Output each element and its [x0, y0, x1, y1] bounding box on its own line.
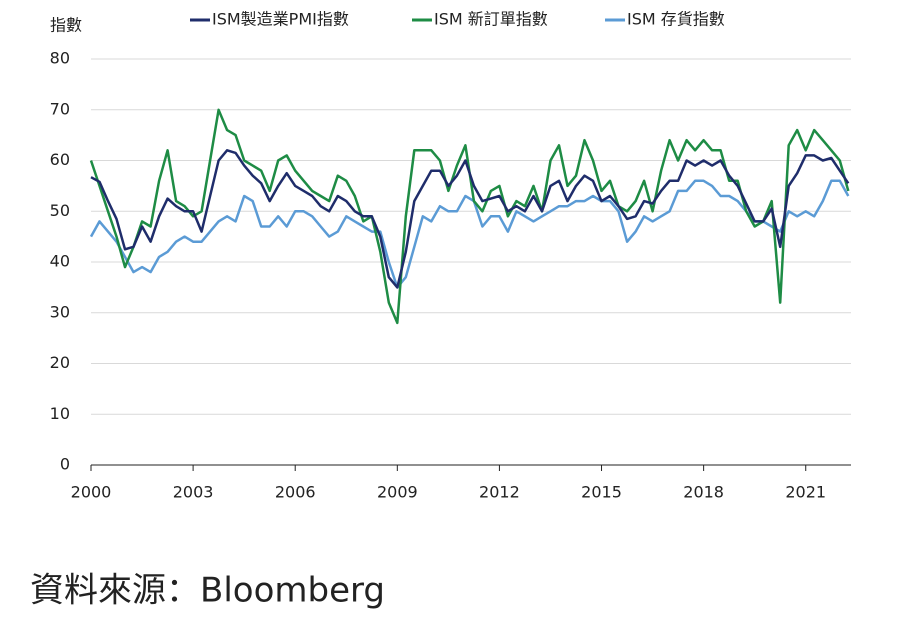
x-tick-label: 2009 — [377, 483, 418, 502]
y-tick-label: 70 — [50, 99, 70, 118]
y-axis-label: 指數 — [50, 16, 82, 35]
source: 資料來源：Bloomberg — [30, 571, 385, 611]
x-tick-label: 2012 — [479, 483, 520, 502]
y-tick-label: 10 — [50, 404, 70, 423]
legend-label: ISM 新訂單指數 — [434, 10, 548, 29]
legend-label: ISM製造業PMI指數 — [212, 10, 349, 29]
y-tick-label: 40 — [50, 252, 70, 271]
series-line — [89, 179, 850, 289]
y-tick-label: 60 — [50, 150, 70, 169]
y-tick-label: 0 — [60, 455, 70, 474]
x-tick-label: 2021 — [785, 483, 826, 502]
x-tick-label: 2003 — [173, 483, 214, 502]
x-tick-label: 2015 — [581, 483, 622, 502]
x-tick-label: 2006 — [275, 483, 316, 502]
series-line — [90, 149, 850, 289]
y-tick-label: 20 — [50, 353, 70, 372]
x-tick-label: 2018 — [683, 483, 724, 502]
y-tick-label: 80 — [50, 49, 70, 68]
x-tick-label: 2000 — [71, 483, 112, 502]
y-tick-label: 50 — [50, 201, 70, 220]
legend-label: ISM 存貨指數 — [627, 10, 725, 29]
y-tick-label: 30 — [50, 302, 70, 321]
